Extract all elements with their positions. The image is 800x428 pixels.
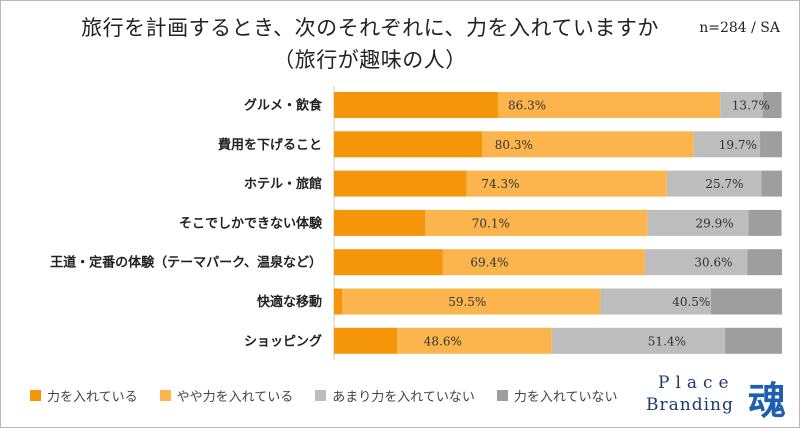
category-label: グルメ・飲食 <box>244 98 323 114</box>
logo-line2: Branding <box>646 395 734 415</box>
category-label: そこでしかできない体験 <box>179 215 323 231</box>
bar-segment <box>334 92 498 118</box>
bar-segment <box>762 92 782 118</box>
legend-swatch <box>30 390 41 401</box>
data-label-negative: 51.4% <box>648 334 686 348</box>
bar-segment <box>334 209 426 236</box>
data-label-negative: 25.7% <box>705 177 743 191</box>
legend-item-series1: 力を入れている <box>30 386 138 405</box>
category-label: ホテル・旅館 <box>244 176 322 192</box>
data-label-positive: 48.6% <box>424 334 462 348</box>
bar-segment <box>666 170 762 197</box>
legend-item-series3: あまり力を入れていない <box>315 386 475 405</box>
data-label-negative: 19.7% <box>719 138 757 152</box>
bar-segment <box>551 327 726 354</box>
data-label-positive: 59.5% <box>448 295 486 309</box>
legend-label: 力を入れていない <box>513 390 618 405</box>
bar-segment <box>334 288 343 315</box>
data-label-negative: 13.7% <box>732 99 770 113</box>
bar-segment <box>644 249 748 276</box>
data-label-positive: 80.3% <box>495 138 533 152</box>
legend-swatch <box>315 390 327 401</box>
data-label-negative: 40.5% <box>672 295 710 309</box>
logo-line1: Place <box>658 373 735 393</box>
brand-logo: Place Branding 魂 <box>646 370 786 423</box>
logo-wordmark: Place Branding <box>646 372 735 416</box>
chart-subtitle: （旅行が趣味の人） <box>273 48 467 72</box>
bar-segment <box>397 327 552 354</box>
legend-item-series4: 力を入れていない <box>496 386 618 405</box>
sample-size-note: n=284 / SA <box>699 20 780 36</box>
bar-segment <box>693 131 761 158</box>
bar-segment <box>747 249 782 276</box>
legend-swatch <box>159 390 171 401</box>
data-label-positive: 74.3% <box>481 177 519 191</box>
data-label-positive: 86.3% <box>508 99 546 113</box>
bar-segment <box>442 249 645 276</box>
category-label: ショッピング <box>244 333 322 349</box>
bar-segment <box>647 209 749 236</box>
bar-segment <box>334 249 443 276</box>
bar-segment <box>600 288 711 315</box>
bar-segment <box>710 288 782 315</box>
legend-swatch <box>496 390 508 401</box>
bar-segment <box>497 92 721 118</box>
data-label-positive: 69.4% <box>470 256 508 270</box>
bar-segment <box>425 209 648 236</box>
chart-title: 旅行を計画するとき、次のそれぞれに、力を入れていますか <box>81 16 659 40</box>
legend-label: 力を入れている <box>47 390 138 405</box>
bar-segment <box>725 327 782 354</box>
bar-segment <box>334 170 467 197</box>
bar-segment <box>342 288 601 315</box>
data-label-negative: 30.6% <box>694 256 732 270</box>
bar-segment <box>761 170 782 197</box>
legend-label: あまり力を入れていない <box>332 390 475 405</box>
bar-segment <box>720 92 763 118</box>
bar-segment <box>466 170 667 197</box>
legend-label: やや力を入れている <box>176 390 294 405</box>
legend-item-series2: やや力を入れている <box>159 386 294 405</box>
category-label: 費用を下げること <box>218 137 322 153</box>
bar-segment <box>334 131 483 158</box>
bar-segment <box>760 131 782 158</box>
data-label-negative: 29.9% <box>696 216 734 230</box>
logo-kanji: 魂 <box>747 378 786 423</box>
bar-segment <box>748 209 782 236</box>
category-label: 快適な移動 <box>257 294 322 310</box>
chart-legend: 力を入れている やや力を入れている あまり力を入れていない 力を入れていない <box>30 386 618 405</box>
data-label-positive: 70.1% <box>472 216 510 230</box>
bar-segment <box>334 327 398 354</box>
bar-segment <box>482 131 694 158</box>
category-label: 王道・定番の体験（テーマパーク、温泉など） <box>50 255 322 271</box>
